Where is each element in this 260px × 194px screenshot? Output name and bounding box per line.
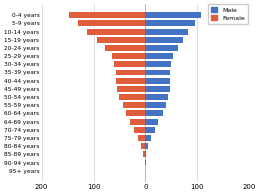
Bar [138, 135, 145, 141]
Bar [145, 127, 155, 133]
Bar [145, 102, 166, 108]
Bar [145, 20, 195, 26]
Bar [78, 20, 145, 26]
Bar [116, 78, 145, 84]
Bar [87, 29, 145, 35]
Bar [145, 45, 178, 51]
Bar [122, 102, 145, 108]
Bar [117, 86, 145, 92]
Bar [145, 78, 170, 84]
Bar [105, 45, 145, 51]
Bar [116, 69, 145, 75]
Bar [126, 110, 145, 116]
Bar [145, 135, 151, 141]
Bar [112, 53, 145, 59]
Bar [145, 151, 146, 157]
Legend: Male, Female: Male, Female [208, 4, 248, 24]
Bar [145, 110, 162, 116]
Bar [130, 119, 145, 125]
Bar [145, 119, 158, 125]
Bar [145, 160, 146, 165]
Bar [143, 151, 145, 157]
Bar [134, 127, 145, 133]
Bar [97, 37, 145, 43]
Bar [145, 143, 148, 149]
Bar [114, 61, 145, 67]
Bar [119, 94, 145, 100]
Bar [145, 12, 201, 18]
Bar [141, 143, 145, 149]
Bar [145, 86, 170, 92]
Bar [145, 69, 170, 75]
Bar [145, 61, 171, 67]
Bar [145, 53, 173, 59]
Bar [145, 94, 168, 100]
Bar [145, 29, 188, 35]
Bar [145, 37, 183, 43]
Bar [69, 12, 145, 18]
